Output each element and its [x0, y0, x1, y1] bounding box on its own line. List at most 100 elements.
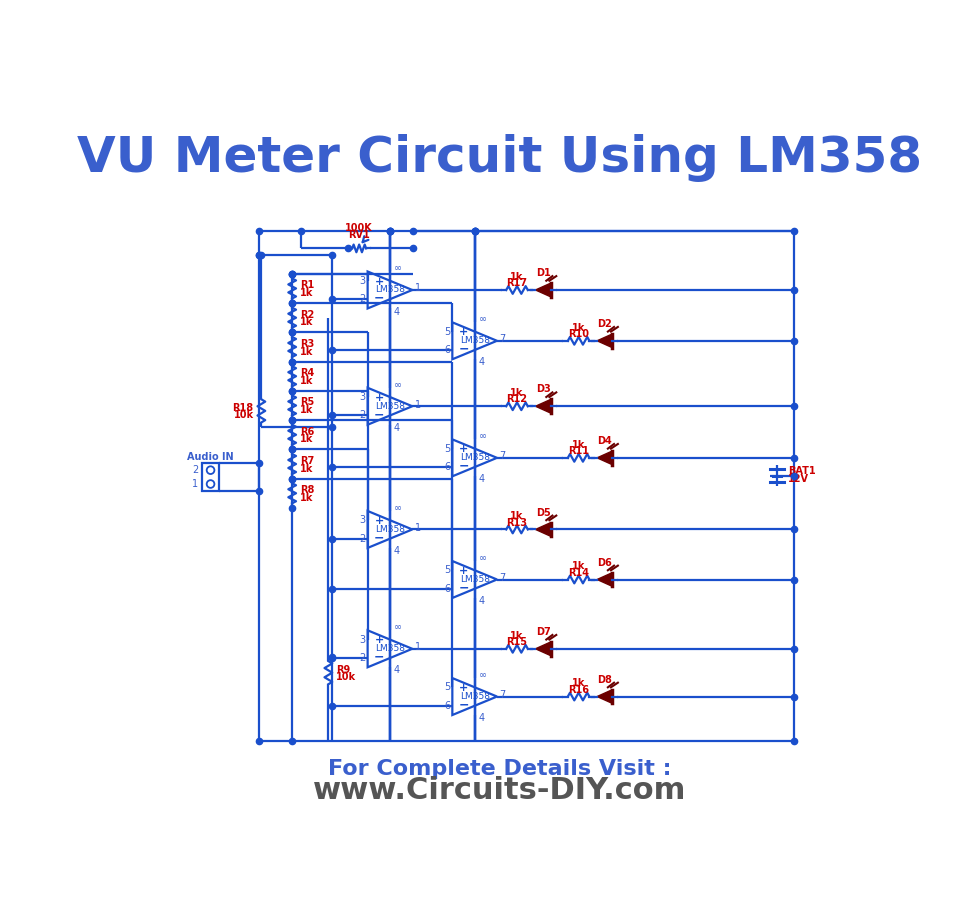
- Text: 4: 4: [479, 596, 485, 606]
- Text: −: −: [374, 292, 384, 305]
- Text: D6: D6: [598, 557, 612, 567]
- Text: 1k: 1k: [510, 511, 524, 522]
- Text: 100K: 100K: [345, 223, 373, 233]
- Text: ∞: ∞: [479, 553, 487, 563]
- Text: −: −: [374, 651, 384, 663]
- Text: 1: 1: [414, 642, 421, 652]
- Text: 4: 4: [394, 423, 400, 433]
- Text: ∞: ∞: [479, 431, 487, 441]
- Text: 2: 2: [359, 533, 366, 544]
- Text: D4: D4: [598, 436, 612, 446]
- Text: R17: R17: [507, 278, 527, 288]
- Text: 2: 2: [359, 295, 366, 304]
- Text: LM358: LM358: [459, 337, 489, 345]
- Text: 3: 3: [359, 392, 366, 402]
- Text: LM358: LM358: [459, 575, 489, 584]
- Text: D7: D7: [536, 627, 551, 637]
- Text: ∞: ∞: [394, 380, 402, 390]
- Text: −: −: [458, 581, 469, 595]
- Text: 3: 3: [359, 515, 366, 525]
- Text: D8: D8: [598, 674, 612, 684]
- Polygon shape: [535, 522, 551, 536]
- Text: 4: 4: [479, 358, 485, 367]
- Text: ∞: ∞: [394, 503, 402, 513]
- Text: +: +: [459, 328, 469, 338]
- Text: 2: 2: [359, 411, 366, 421]
- Text: R10: R10: [568, 328, 589, 339]
- Text: R3: R3: [300, 339, 314, 349]
- Text: 1: 1: [414, 522, 421, 533]
- Text: +: +: [374, 276, 384, 286]
- Text: 1k: 1k: [300, 318, 313, 328]
- Text: −: −: [458, 460, 469, 473]
- Text: 5: 5: [444, 683, 450, 693]
- Text: D2: D2: [598, 318, 612, 328]
- Polygon shape: [535, 283, 551, 296]
- Text: 5: 5: [444, 327, 450, 337]
- Text: R7: R7: [300, 456, 314, 466]
- Text: R16: R16: [568, 684, 589, 694]
- Text: D5: D5: [536, 508, 551, 518]
- Text: 1: 1: [192, 479, 198, 489]
- Text: For Complete Details Visit :: For Complete Details Visit :: [328, 759, 671, 779]
- Polygon shape: [597, 573, 612, 587]
- Text: R13: R13: [507, 518, 527, 528]
- Text: ∞: ∞: [479, 314, 487, 324]
- Text: Audio IN: Audio IN: [187, 452, 234, 462]
- Polygon shape: [597, 690, 612, 704]
- Text: 3: 3: [359, 275, 366, 285]
- Text: 1k: 1k: [572, 323, 585, 333]
- Text: 2: 2: [359, 653, 366, 663]
- Text: 1k: 1k: [510, 272, 524, 282]
- Text: −: −: [458, 343, 469, 356]
- Text: LM358: LM358: [459, 692, 489, 701]
- Text: −: −: [374, 532, 384, 544]
- Text: +: +: [374, 393, 384, 403]
- Text: −: −: [374, 408, 384, 421]
- Text: RV1: RV1: [348, 230, 370, 240]
- Text: 5: 5: [444, 444, 450, 454]
- Text: 4: 4: [394, 546, 400, 556]
- Text: 7: 7: [499, 451, 506, 461]
- Text: LM358: LM358: [375, 285, 405, 295]
- Text: 1k: 1k: [300, 493, 313, 503]
- Text: R8: R8: [300, 485, 314, 495]
- Text: 7: 7: [499, 573, 506, 583]
- Polygon shape: [535, 641, 551, 656]
- Text: R9: R9: [336, 664, 350, 674]
- Text: +: +: [374, 635, 384, 645]
- Text: 1: 1: [414, 400, 421, 410]
- Text: 10k: 10k: [234, 411, 254, 421]
- Text: 12V: 12V: [788, 474, 809, 484]
- Text: 5: 5: [444, 565, 450, 576]
- Text: 6: 6: [444, 584, 450, 594]
- Text: 1k: 1k: [300, 435, 313, 445]
- Text: 6: 6: [444, 462, 450, 472]
- Text: 6: 6: [444, 345, 450, 355]
- Text: R11: R11: [568, 446, 589, 456]
- Text: R2: R2: [300, 309, 314, 319]
- Text: 1: 1: [414, 284, 421, 294]
- Text: ∞: ∞: [394, 264, 402, 274]
- Text: R1: R1: [300, 280, 314, 290]
- Text: www.Circuits-DIY.com: www.Circuits-DIY.com: [313, 776, 686, 805]
- Text: +: +: [459, 566, 469, 576]
- Text: 4: 4: [479, 474, 485, 484]
- Text: 1k: 1k: [300, 376, 313, 386]
- Text: 1k: 1k: [572, 562, 585, 571]
- Text: R18: R18: [233, 403, 254, 413]
- Polygon shape: [597, 334, 612, 348]
- Text: LM358: LM358: [375, 402, 405, 411]
- Text: BAT1: BAT1: [788, 466, 816, 476]
- Text: −: −: [458, 698, 469, 712]
- Text: VU Meter Circuit Using LM358: VU Meter Circuit Using LM358: [77, 134, 922, 181]
- Text: R12: R12: [507, 394, 527, 404]
- Text: 6: 6: [444, 701, 450, 711]
- Polygon shape: [535, 399, 551, 414]
- Text: +: +: [374, 516, 384, 526]
- Text: LM358: LM358: [375, 525, 405, 534]
- Text: ∞: ∞: [394, 622, 402, 632]
- Text: +: +: [459, 445, 469, 455]
- Text: 1k: 1k: [572, 440, 585, 450]
- Text: 1k: 1k: [300, 464, 313, 474]
